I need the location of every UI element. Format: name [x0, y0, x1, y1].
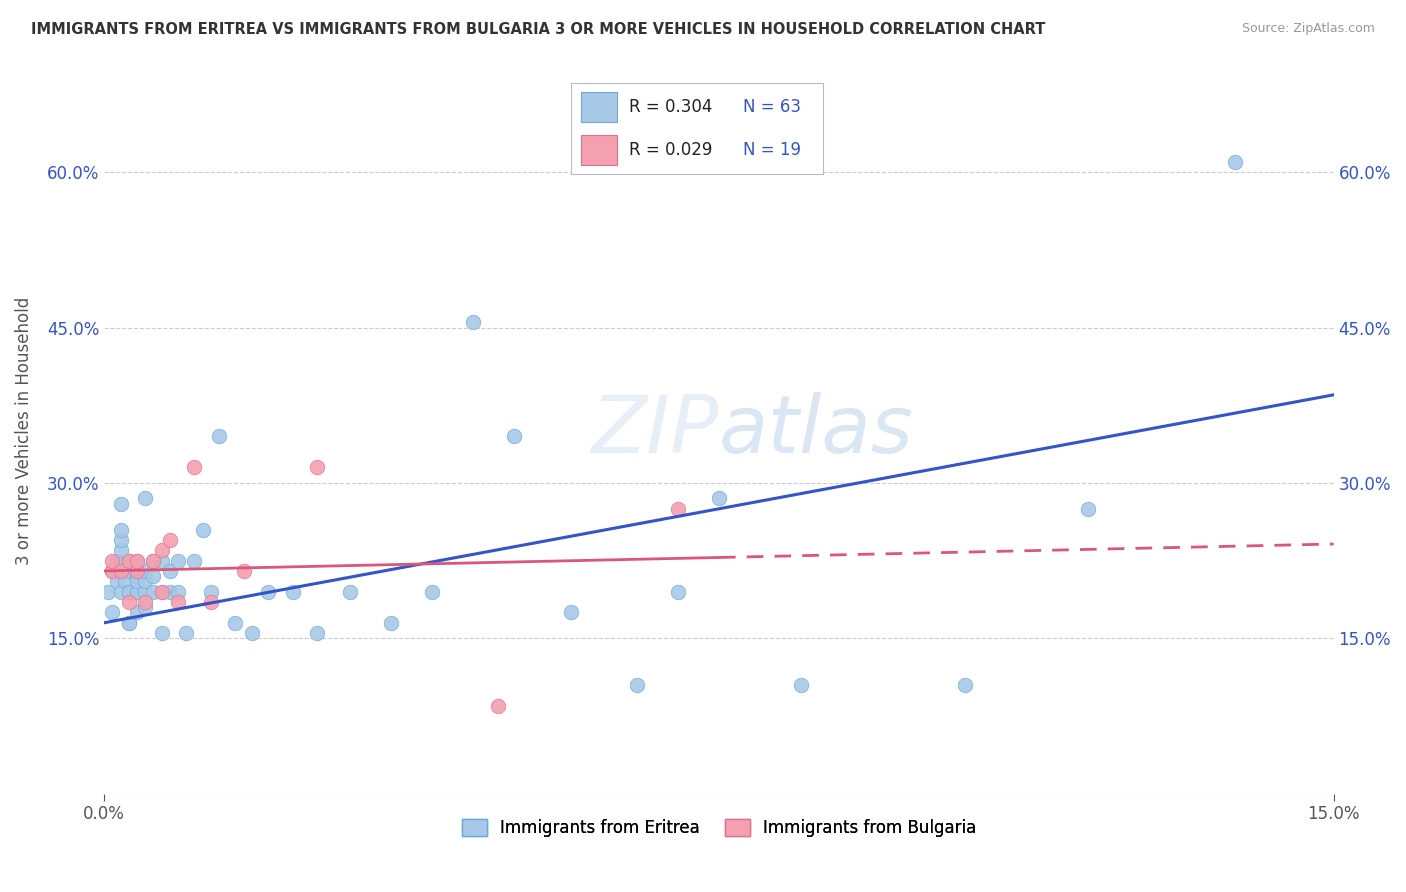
Point — [159, 584, 181, 599]
Y-axis label: 3 or more Vehicles in Household: 3 or more Vehicles in Household — [15, 297, 32, 566]
Point — [183, 553, 205, 567]
Point — [666, 501, 689, 516]
Point — [240, 626, 263, 640]
Point — [339, 584, 361, 599]
Text: ZIP: ZIP — [592, 392, 718, 470]
Point — [101, 564, 124, 578]
Point — [118, 584, 141, 599]
Point — [626, 678, 648, 692]
Point — [110, 564, 132, 578]
Point — [134, 574, 156, 589]
Point — [953, 678, 976, 692]
Point — [1225, 154, 1247, 169]
Point — [110, 543, 132, 558]
Point — [118, 615, 141, 630]
Point — [257, 584, 280, 599]
Point — [380, 615, 402, 630]
Point — [110, 553, 132, 567]
Point — [134, 595, 156, 609]
Point — [307, 626, 329, 640]
Point — [707, 491, 730, 506]
Point — [125, 606, 148, 620]
Point — [125, 584, 148, 599]
Point — [142, 569, 165, 583]
Point — [125, 564, 148, 578]
Point — [1077, 501, 1099, 516]
Point — [150, 543, 173, 558]
Point — [666, 584, 689, 599]
Point — [200, 584, 222, 599]
Point — [200, 595, 222, 609]
Point — [101, 564, 124, 578]
Point — [790, 678, 813, 692]
Point — [224, 615, 246, 630]
Point — [105, 574, 128, 589]
Point — [560, 606, 582, 620]
Point — [110, 497, 132, 511]
Point — [118, 615, 141, 630]
Text: atlas: atlas — [718, 392, 914, 470]
Point — [97, 584, 120, 599]
Point — [105, 553, 128, 567]
Point — [118, 564, 141, 578]
Point — [461, 315, 484, 329]
Point — [307, 460, 329, 475]
Point — [118, 584, 141, 599]
Point — [150, 626, 173, 640]
Point — [167, 595, 190, 609]
Point — [125, 569, 148, 583]
Point — [191, 523, 214, 537]
Point — [134, 600, 156, 615]
Point — [118, 553, 141, 567]
Point — [101, 606, 124, 620]
Point — [101, 553, 124, 567]
Point — [125, 553, 148, 567]
Point — [125, 584, 148, 599]
Point — [118, 553, 141, 567]
Point — [420, 584, 443, 599]
Point — [134, 584, 156, 599]
Text: Source: ZipAtlas.com: Source: ZipAtlas.com — [1241, 22, 1375, 36]
Point — [134, 564, 156, 578]
Point — [174, 626, 197, 640]
Point — [125, 553, 148, 567]
Point — [142, 553, 165, 567]
Point — [486, 698, 509, 713]
Point — [134, 491, 156, 506]
Point — [114, 574, 136, 589]
Point — [118, 595, 141, 609]
Point — [142, 584, 165, 599]
Point — [159, 533, 181, 547]
Point — [159, 564, 181, 578]
Point — [281, 584, 304, 599]
Text: IMMIGRANTS FROM ERITREA VS IMMIGRANTS FROM BULGARIA 3 OR MORE VEHICLES IN HOUSEH: IMMIGRANTS FROM ERITREA VS IMMIGRANTS FR… — [31, 22, 1045, 37]
Point — [110, 584, 132, 599]
Point — [167, 584, 190, 599]
Point — [503, 429, 526, 443]
Point — [150, 553, 173, 567]
Point — [110, 564, 132, 578]
Point — [232, 564, 254, 578]
Point — [142, 553, 165, 567]
Point — [150, 584, 173, 599]
Point — [110, 523, 132, 537]
Point — [167, 553, 190, 567]
Point — [125, 574, 148, 589]
Point — [150, 584, 173, 599]
Point — [208, 429, 231, 443]
Legend: Immigrants from Eritrea, Immigrants from Bulgaria: Immigrants from Eritrea, Immigrants from… — [456, 812, 983, 843]
Point — [183, 460, 205, 475]
Point — [110, 533, 132, 547]
